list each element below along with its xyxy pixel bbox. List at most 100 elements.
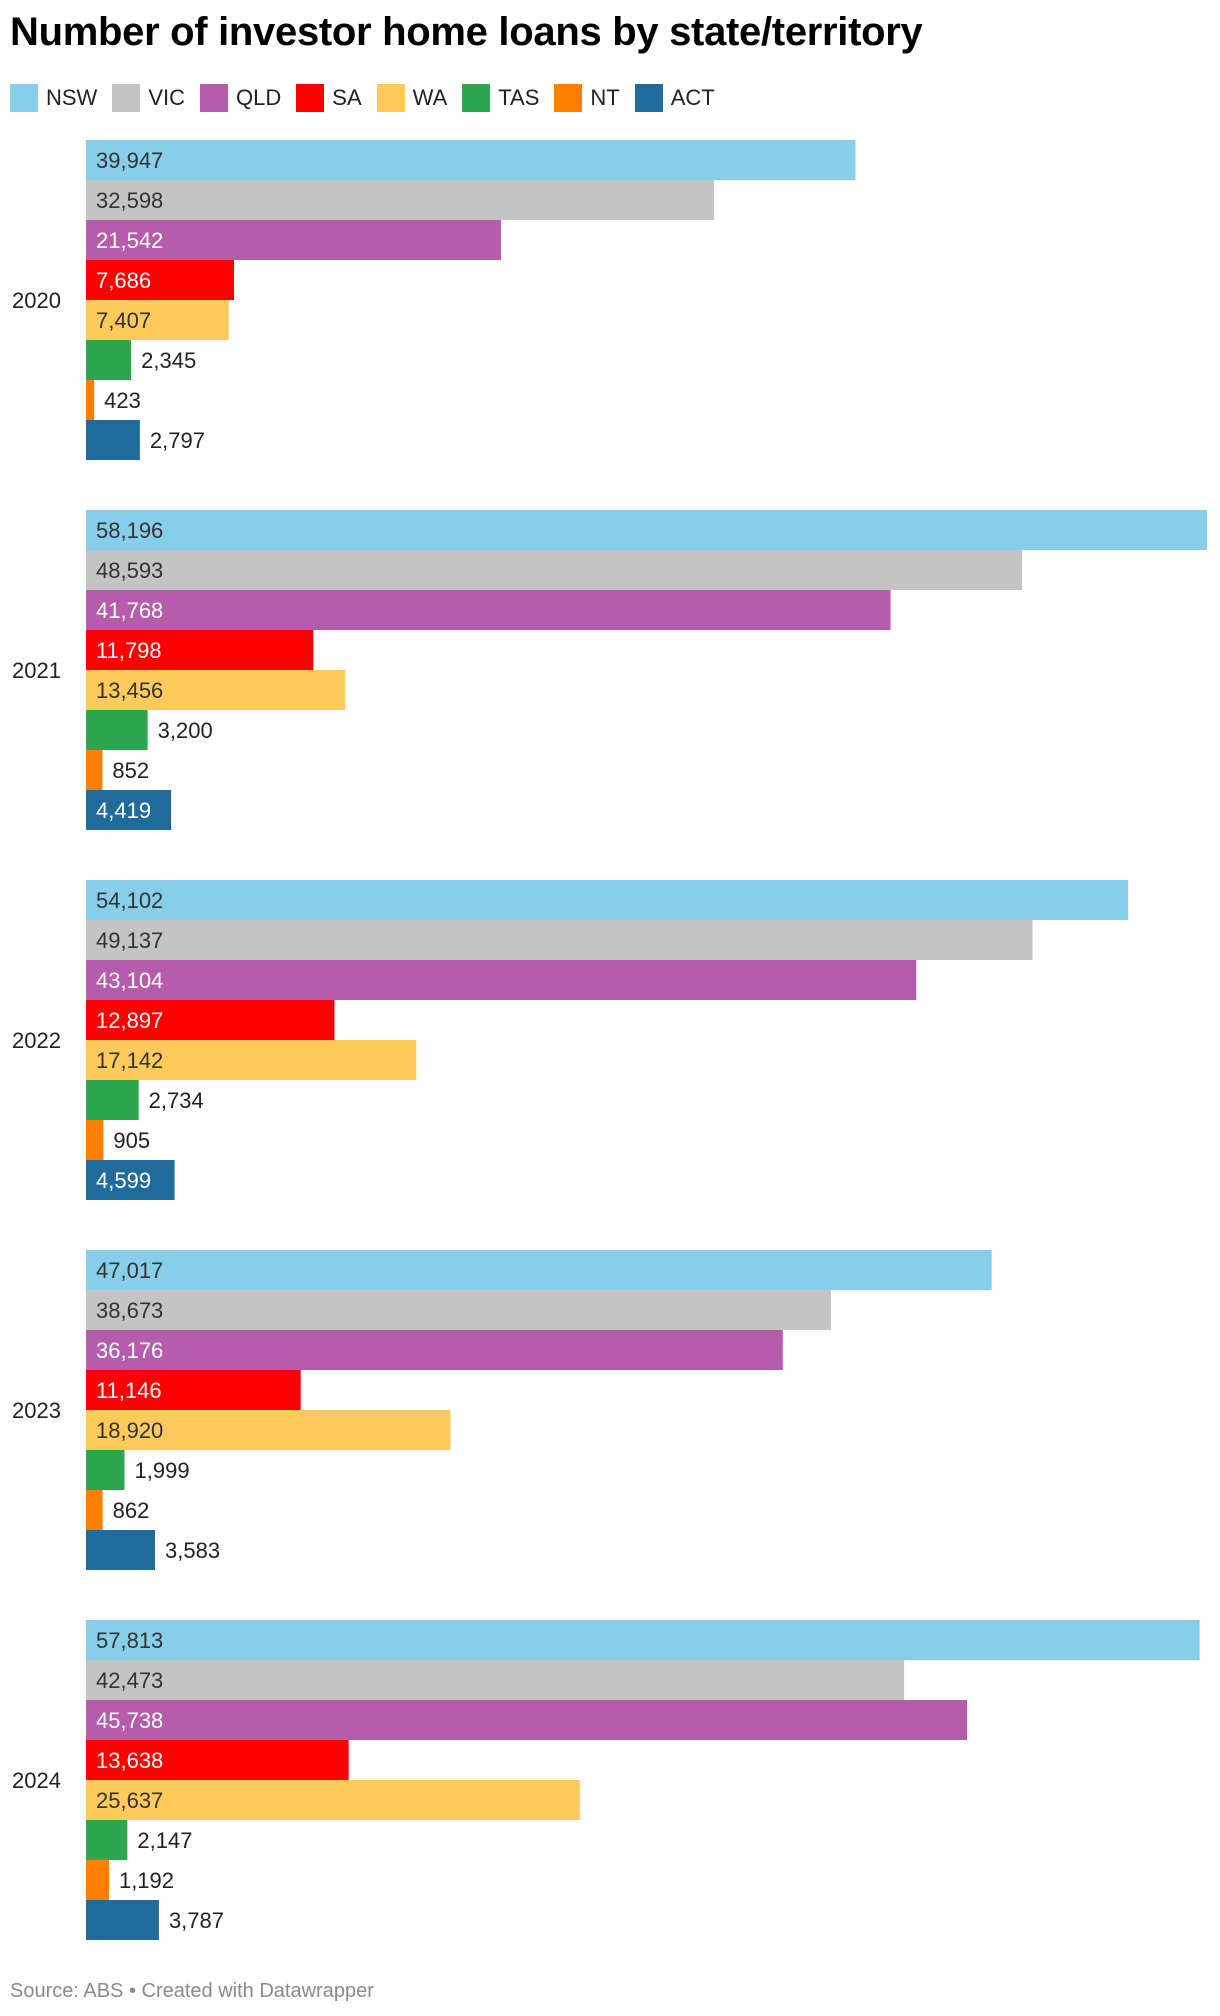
value-label: 7,686	[96, 268, 151, 293]
bar-qld-2024	[86, 1700, 968, 1740]
value-label: 12,897	[96, 1008, 163, 1033]
legend-label: TAS	[498, 85, 540, 110]
value-label: 39,947	[96, 148, 163, 173]
legend-item-nt: NT	[554, 84, 620, 112]
value-label: 47,017	[96, 1258, 163, 1283]
bar-nt-2021	[86, 750, 103, 790]
value-label: 2,797	[150, 428, 205, 453]
legend-swatch	[10, 84, 38, 112]
bar-act-2020	[86, 420, 140, 460]
legend-swatch	[376, 84, 405, 112]
legend-label: NSW	[46, 85, 98, 110]
value-label: 45,738	[96, 1708, 163, 1733]
legend-item-wa: WA	[376, 84, 448, 112]
value-label: 32,598	[96, 188, 163, 213]
legend-item-tas: TAS	[462, 84, 539, 112]
value-label: 11,146	[96, 1378, 162, 1403]
legend-label: NT	[590, 85, 620, 110]
value-label: 3,200	[158, 718, 213, 743]
legend-label: QLD	[236, 85, 282, 110]
legend-swatch	[296, 84, 325, 112]
bar-nt-2023	[86, 1490, 103, 1530]
bar-chart: 2020 39,947 32,598 21,542 7,686 7,407 2,345423…	[12, 140, 1207, 1940]
bar-nsw-2022	[86, 880, 1129, 920]
value-label: 3,787	[169, 1908, 224, 1933]
legend-label: VIC	[148, 85, 186, 110]
bar-qld-2020	[86, 220, 501, 260]
value-label: 4,599	[96, 1168, 151, 1193]
legend-swatch	[462, 84, 491, 112]
bar-sa-2022	[86, 1000, 335, 1040]
value-label: 1,192	[119, 1868, 174, 1893]
chart-title: Number of investor home loans by state/t…	[10, 10, 923, 54]
bar-sa-2021	[86, 630, 314, 670]
value-label: 25,637	[96, 1788, 163, 1813]
value-label: 2,734	[149, 1088, 204, 1113]
category-label: 2023	[12, 1398, 61, 1423]
bar-nt-2020	[86, 380, 95, 420]
bar-sa-2020	[86, 260, 235, 300]
bar-tas-2024	[86, 1820, 128, 1860]
value-label: 3,583	[165, 1538, 220, 1563]
bar-qld-2023	[86, 1330, 783, 1370]
bar-act-2023	[86, 1530, 156, 1570]
bar-nsw-2021	[86, 510, 1207, 550]
value-label: 2,147	[137, 1828, 192, 1853]
bar-act-2024	[86, 1900, 159, 1940]
bar-qld-2022	[86, 960, 917, 1000]
group-2022: 2022 54,102 49,137 43,104 12,897 17,142 2,734 9…	[12, 880, 1129, 1200]
bar-vic-2022	[86, 920, 1033, 960]
bar-vic-2024	[86, 1660, 905, 1700]
bar-sa-2023	[86, 1370, 301, 1410]
category-label: 2022	[12, 1028, 61, 1053]
value-label: 42,473	[96, 1668, 163, 1693]
value-label: 862	[113, 1498, 150, 1523]
value-label: 38,673	[96, 1298, 163, 1323]
value-label: 852	[112, 758, 149, 783]
bar-tas-2020	[86, 340, 132, 380]
legend-label: WA	[412, 85, 448, 110]
legend-swatch	[200, 84, 229, 112]
bar-sa-2024	[86, 1740, 349, 1780]
bar-act-2021	[86, 790, 172, 830]
value-label: 49,137	[96, 928, 163, 953]
category-label: 2021	[12, 658, 61, 683]
value-label: 13,456	[96, 678, 163, 703]
value-label: 18,920	[96, 1418, 163, 1443]
legend-item-act: ACT	[634, 84, 715, 112]
value-label: 11,798	[96, 638, 162, 663]
legend-label: ACT	[670, 85, 715, 110]
bar-wa-2024	[86, 1780, 580, 1820]
value-label: 21,542	[96, 228, 163, 253]
bar-vic-2023	[86, 1290, 831, 1330]
group-2024: 2024 57,813 42,473 45,738 13,638 25,637 2,147 1…	[12, 1620, 1200, 1940]
legend-label: SA	[332, 85, 362, 110]
value-label: 58,196	[96, 518, 163, 543]
bar-tas-2022	[86, 1080, 139, 1120]
legend-swatch	[112, 84, 141, 112]
category-label: 2024	[12, 1768, 61, 1793]
legend-item-qld: QLD	[200, 84, 281, 112]
bar-nt-2022	[86, 1120, 104, 1160]
legend-item-nsw: NSW	[10, 84, 97, 112]
value-label: 36,176	[96, 1338, 163, 1363]
value-label: 48,593	[96, 558, 163, 583]
bar-qld-2021	[86, 590, 891, 630]
source-footer: Source: ABS • Created with Datawrapper	[10, 1980, 374, 2002]
value-label: 43,104	[96, 968, 163, 993]
value-label: 54,102	[96, 888, 163, 913]
bar-nsw-2023	[86, 1250, 992, 1290]
value-label: 41,768	[96, 598, 163, 623]
legend-item-vic: VIC	[112, 84, 185, 112]
bar-nt-2024	[86, 1860, 109, 1900]
bar-vic-2020	[86, 180, 714, 220]
legend: NSW VIC QLD SA WA TAS NT ACT	[10, 84, 730, 112]
bar-vic-2021	[86, 550, 1023, 590]
bar-tas-2023	[86, 1450, 125, 1490]
value-label: 905	[113, 1128, 150, 1153]
value-label: 2,345	[141, 348, 196, 373]
value-label: 17,142	[96, 1048, 163, 1073]
group-2021: 2021 58,196 48,593 41,768 11,798 13,456 3,200 8…	[12, 510, 1207, 830]
bar-wa-2020	[86, 300, 229, 340]
group-2023: 2023 47,017 38,673 36,176 11,146 18,920 1,999 8…	[12, 1250, 992, 1570]
